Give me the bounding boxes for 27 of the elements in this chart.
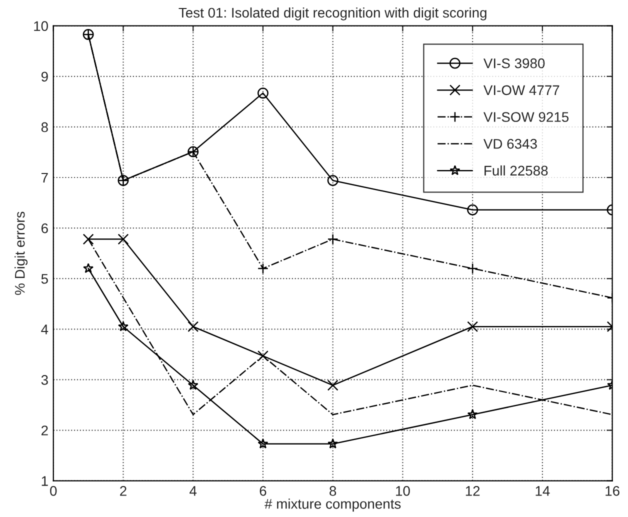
x-tick-label: 12 <box>466 486 480 496</box>
x-tick-label: 6 <box>260 486 266 496</box>
y-tick-label: 6 <box>42 223 48 234</box>
y-axis-title: % Digit errors <box>14 212 28 295</box>
y-tick-label: 10 <box>34 21 48 32</box>
y-tick-label: 7 <box>42 172 48 183</box>
x-tick-label: 14 <box>536 486 550 496</box>
x-tick-label: 0 <box>50 486 57 496</box>
y-tick-label: 3 <box>41 375 48 385</box>
legend-label: VI-OW 4777 <box>483 85 560 96</box>
y-tick-label: 1 <box>42 476 48 486</box>
x-tick-label: 8 <box>330 486 336 496</box>
y-tick-label: 5 <box>41 274 48 284</box>
chart-title: Test 01: Isolated digit recognition with digit scoring <box>178 7 486 20</box>
legend-label: VI-S 3980 <box>483 58 545 68</box>
x-tick-label: 4 <box>190 486 197 496</box>
x-tick-label: 2 <box>120 486 126 496</box>
y-tick-label: 4 <box>41 324 48 334</box>
y-tick-label: 9 <box>41 72 48 82</box>
x-tick-label: 10 <box>396 486 410 496</box>
legend-label: VI-SOW 9215 <box>483 112 569 122</box>
y-tick-label: 2 <box>41 426 48 436</box>
legend-label: VD 6343 <box>483 138 537 149</box>
x-axis-title: # mixture components <box>264 498 401 512</box>
y-tick-label: 8 <box>41 122 48 132</box>
legend-label: Full 22588 <box>484 165 548 176</box>
x-tick-label: 16 <box>606 486 620 496</box>
